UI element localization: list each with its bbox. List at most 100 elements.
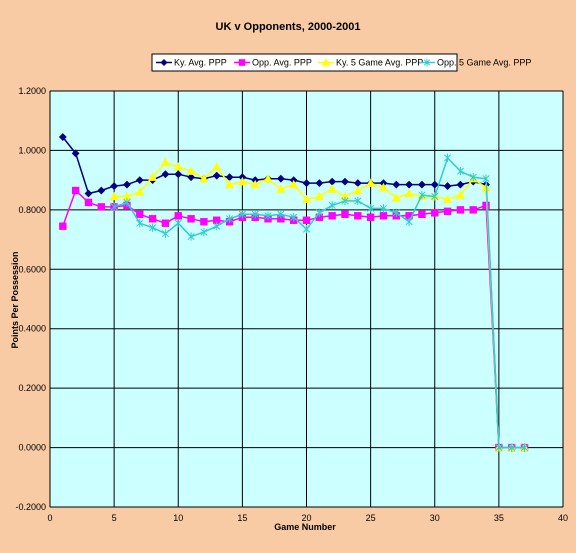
- x-tick-label: 35: [494, 513, 504, 523]
- legend-label: Opp. 5 Game Avg. PPP: [437, 58, 531, 68]
- data-point: [110, 202, 118, 212]
- data-point: [314, 191, 324, 201]
- data-point: [469, 172, 477, 182]
- data-point: [123, 180, 131, 189]
- data-point: [200, 218, 208, 226]
- data-point: [302, 224, 311, 234]
- data-point: [443, 207, 452, 216]
- legend-label: Ky. Avg. PPP: [174, 58, 227, 68]
- data-point: [418, 180, 426, 189]
- data-point: [379, 204, 388, 213]
- x-axis-title: Game Number: [274, 522, 336, 532]
- data-point: [148, 215, 157, 223]
- data-point: [431, 192, 439, 201]
- data-point: [392, 180, 401, 189]
- y-axis-title: Points Per Possession: [10, 251, 20, 348]
- data-point: [341, 177, 349, 186]
- data-point: [354, 196, 362, 206]
- data-point: [354, 212, 362, 220]
- data-point: [199, 173, 209, 183]
- y-tick-label: 0.0000: [18, 443, 46, 453]
- data-point: [456, 206, 465, 214]
- data-point: [341, 210, 349, 219]
- data-point: [161, 219, 170, 227]
- data-point: [289, 179, 299, 189]
- data-point: [174, 212, 182, 220]
- data-point: [160, 157, 170, 167]
- y-tick-label: 0.4000: [18, 324, 46, 334]
- plot-area: -0.2000 0.0000 0.2000 0.4000 0.6000 0.8000 1.0…: [15, 86, 568, 523]
- data-point: [263, 173, 273, 183]
- data-point: [187, 232, 195, 241]
- data-point: [160, 58, 168, 67]
- data-point: [404, 188, 414, 198]
- legend-item: Ky. 5 Game Avg. PPP: [318, 58, 423, 68]
- x-tick-label: 5: [112, 513, 117, 523]
- data-point: [321, 58, 331, 66]
- data-point: [71, 149, 80, 158]
- legend-item: Ky. Avg. PPP: [156, 58, 227, 68]
- y-tick-label: 1.0000: [18, 145, 46, 155]
- data-point: [97, 203, 105, 211]
- data-point: [58, 133, 67, 141]
- y-tick-label: -0.2000: [15, 502, 46, 512]
- data-point: [508, 443, 516, 452]
- data-point: [225, 179, 235, 189]
- data-point: [186, 166, 196, 175]
- data-point: [148, 172, 158, 181]
- x-tick-label: 40: [558, 513, 568, 523]
- data-point: [290, 213, 298, 222]
- y-tick-label: 0.8000: [18, 205, 46, 215]
- data-point: [327, 184, 337, 193]
- data-point: [237, 176, 247, 186]
- data-point: [315, 179, 324, 188]
- data-point: [71, 186, 80, 195]
- legend: Ky. Avg. PPP Opp. Avg. PPP Ky. 5 Game Avg.…: [151, 53, 531, 72]
- data-point: [276, 174, 285, 183]
- x-tick-label: 0: [47, 513, 52, 523]
- x-tick-label: 25: [366, 513, 376, 523]
- data-point: [174, 219, 182, 228]
- data-point: [135, 187, 145, 196]
- data-point: [212, 162, 222, 171]
- data-point: [173, 162, 183, 171]
- data-point: [84, 189, 93, 198]
- data-point: [423, 58, 431, 67]
- data-point: [302, 216, 311, 224]
- y-tick-label: 0.2000: [18, 383, 46, 393]
- data-point: [250, 179, 260, 189]
- data-point: [455, 190, 465, 199]
- data-point: [405, 180, 414, 189]
- data-point: [341, 196, 349, 206]
- data-point: [136, 210, 144, 219]
- data-point: [367, 204, 375, 213]
- data-point: [238, 210, 246, 219]
- data-point: [405, 217, 413, 226]
- data-point: [200, 227, 208, 237]
- data-point: [277, 210, 285, 219]
- legend-label: Ky. 5 Game Avg. PPP: [336, 58, 423, 68]
- data-point: [276, 184, 286, 193]
- data-point: [444, 153, 452, 163]
- data-point: [59, 222, 67, 230]
- data-point: [161, 229, 169, 238]
- data-point: [136, 219, 144, 228]
- data-point: [135, 176, 144, 185]
- data-point: [301, 194, 312, 204]
- data-point: [212, 171, 221, 180]
- data-point: [97, 186, 106, 195]
- data-point: [431, 209, 439, 217]
- data-point: [84, 198, 93, 207]
- data-point: [251, 210, 259, 219]
- data-point: [161, 170, 170, 179]
- legend-box: [151, 53, 458, 72]
- data-point: [443, 182, 452, 190]
- data-point: [225, 214, 234, 223]
- data-point: [456, 180, 465, 189]
- data-point: [110, 182, 119, 190]
- data-point: [238, 59, 246, 66]
- data-point: [353, 185, 363, 195]
- legend-item: Opp. 5 Game Avg. PPP: [419, 58, 531, 68]
- data-point: [418, 210, 426, 219]
